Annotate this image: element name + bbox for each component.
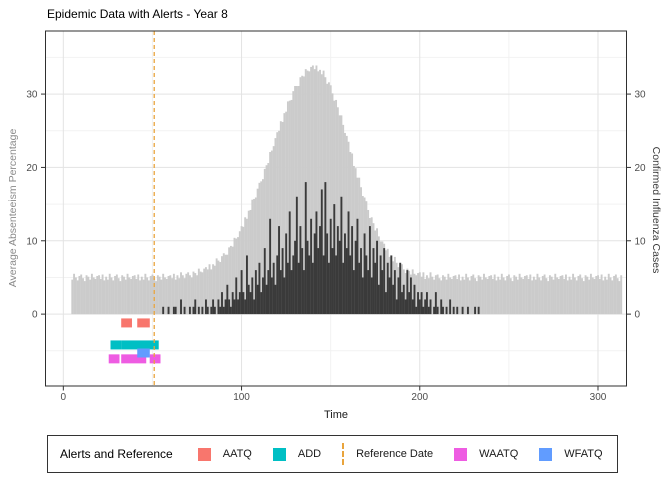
svg-text:300: 300 [590, 392, 607, 403]
x-axis-title: Time [323, 409, 349, 421]
bars-cases [162, 182, 480, 315]
chart-title: Epidemic Data with Alerts - Year 8 [47, 7, 228, 21]
legend-item-label: ADD [297, 448, 322, 460]
legend-item-waatq: WAATQ [454, 447, 519, 461]
svg-text:30: 30 [635, 90, 647, 101]
alert-add [110, 340, 122, 350]
svg-text:10: 10 [26, 236, 38, 247]
svg-text:20: 20 [635, 163, 647, 174]
svg-text:0: 0 [61, 392, 67, 403]
alert-wfatq [137, 348, 150, 358]
alert-waatq [108, 354, 120, 364]
waatq-square-icon [454, 447, 468, 461]
alert-markers [108, 318, 161, 364]
y-axis-right-title: Confirmed Influenza Cases [650, 146, 662, 274]
alert-aatq [121, 318, 132, 328]
legend: Alerts and Reference AATQ ADD Reference … [47, 435, 618, 473]
aatq-square-icon [197, 447, 211, 461]
wfatq-square-icon [539, 447, 553, 461]
alert-aatq [137, 318, 150, 328]
svg-text:0: 0 [635, 310, 641, 321]
alert-waatq [149, 354, 161, 364]
svg-text:200: 200 [411, 392, 428, 403]
panel-border [45, 30, 627, 387]
legend-item-label: AATQ [222, 448, 252, 460]
svg-text:100: 100 [233, 392, 250, 403]
alert-waatq [121, 354, 147, 364]
svg-text:20: 20 [26, 163, 38, 174]
bars-absenteeism [71, 65, 623, 315]
legend-item-add: ADD [272, 447, 322, 461]
alert-add [121, 340, 159, 350]
legend-item-label: WFATQ [564, 448, 603, 460]
legend-item-label: Reference Date [356, 448, 434, 460]
add-square-icon [272, 447, 286, 461]
legend-item-label: WAATQ [479, 448, 519, 460]
legend-title: Alerts and Reference [60, 447, 173, 461]
svg-text:10: 10 [635, 236, 647, 247]
legend-item-wfatq: WFATQ [539, 447, 603, 461]
svg-text:0: 0 [32, 310, 38, 321]
dashed-line-icon [342, 443, 345, 465]
legend-item-reference-date: Reference Date [342, 443, 433, 465]
svg-text:30: 30 [26, 90, 38, 101]
y-axis-left-title: Average Absenteeism Percentage [7, 128, 19, 288]
legend-item-aatq: AATQ [197, 447, 252, 461]
